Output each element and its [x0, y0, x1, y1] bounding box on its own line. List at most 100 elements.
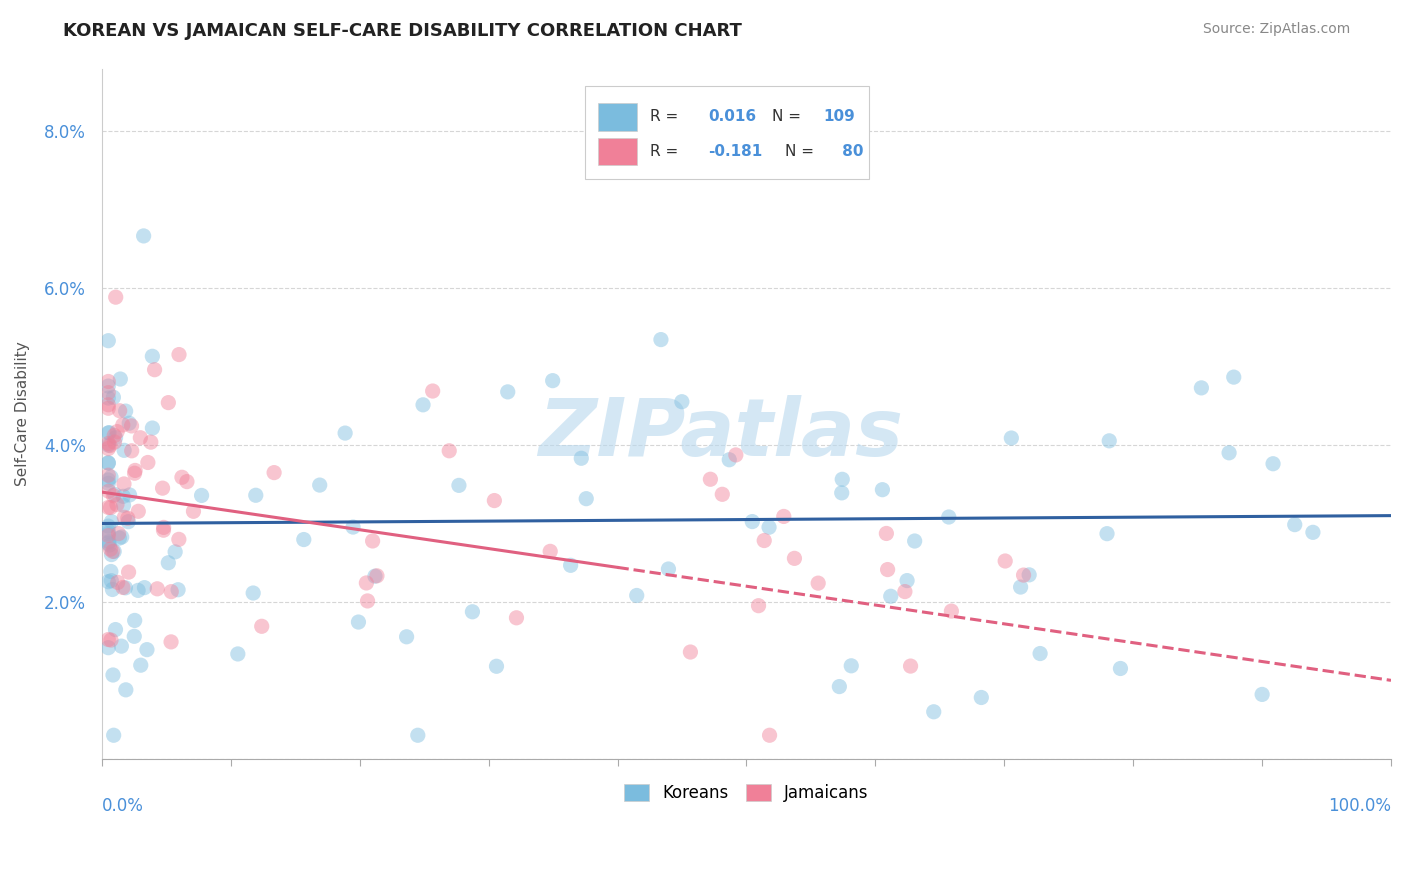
Point [114, 404, 136, 418]
Point [754, 533, 776, 548]
Point [117, 511, 139, 525]
Point [839, 658, 862, 673]
Point [711, 487, 734, 501]
FancyBboxPatch shape [598, 103, 637, 130]
Point [994, 554, 1017, 568]
Point [111, 530, 134, 544]
Point [97, 528, 120, 542]
Text: Source: ZipAtlas.com: Source: ZipAtlas.com [1202, 22, 1350, 37]
Point [101, 668, 124, 682]
Point [104, 487, 127, 501]
Point [167, 582, 190, 597]
Point [100, 565, 122, 579]
Point [136, 455, 159, 469]
Point [112, 443, 135, 458]
Point [361, 533, 384, 548]
Point [176, 475, 198, 489]
Text: 100.0%: 100.0% [1329, 797, 1391, 814]
Point [496, 384, 519, 399]
Point [569, 451, 592, 466]
Point [505, 611, 527, 625]
Point [245, 488, 267, 502]
Point [1000, 431, 1022, 445]
Point [100, 500, 122, 515]
Point [136, 642, 159, 657]
Point [97, 484, 120, 499]
Point [97, 632, 120, 647]
Point [124, 463, 146, 477]
Point [118, 488, 141, 502]
Point [747, 599, 769, 613]
Point [100, 574, 122, 588]
Point [97, 385, 120, 400]
Point [127, 504, 149, 518]
Point [134, 581, 156, 595]
Point [97, 536, 120, 550]
Point [904, 534, 927, 549]
Point [406, 728, 429, 742]
Point [447, 478, 470, 492]
Point [124, 614, 146, 628]
Text: -0.181: -0.181 [707, 144, 762, 159]
Point [741, 515, 763, 529]
Point [422, 384, 444, 398]
Point [157, 395, 180, 409]
Point [112, 510, 135, 524]
Y-axis label: Self-Care Disability: Self-Care Disability [15, 342, 30, 486]
Point [1284, 517, 1306, 532]
Point [110, 639, 132, 653]
Point [100, 633, 122, 648]
Point [758, 728, 780, 742]
Point [970, 690, 993, 705]
Point [575, 491, 598, 506]
Point [828, 680, 851, 694]
Point [121, 443, 143, 458]
FancyBboxPatch shape [585, 86, 869, 179]
Point [100, 515, 122, 529]
Point [100, 548, 122, 562]
Point [356, 576, 378, 591]
Point [127, 583, 149, 598]
Point [292, 533, 315, 547]
Point [772, 509, 794, 524]
Point [97, 524, 120, 539]
Point [395, 630, 418, 644]
Point [724, 448, 747, 462]
Point [97, 519, 120, 533]
Point [139, 435, 162, 450]
Point [157, 556, 180, 570]
Point [1095, 526, 1118, 541]
Point [242, 586, 264, 600]
Point [97, 334, 120, 348]
Point [896, 574, 918, 588]
Point [141, 349, 163, 363]
Point [1018, 567, 1040, 582]
Point [308, 478, 330, 492]
Point [1302, 525, 1324, 540]
Point [97, 456, 120, 470]
Point [111, 417, 134, 432]
Point [1029, 647, 1052, 661]
Point [111, 581, 134, 595]
Point [1189, 381, 1212, 395]
Point [1251, 687, 1274, 701]
Point [97, 391, 120, 405]
Point [484, 493, 506, 508]
Point [364, 569, 387, 583]
Point [104, 623, 127, 637]
Point [101, 582, 124, 597]
Point [98, 425, 121, 440]
Point [97, 436, 120, 450]
Text: R =: R = [650, 110, 683, 124]
Point [97, 534, 120, 549]
Point [922, 705, 945, 719]
Point [97, 398, 120, 412]
Text: ZIPatlas: ZIPatlas [538, 395, 903, 474]
Point [671, 394, 693, 409]
Point [97, 640, 120, 655]
Point [108, 531, 131, 545]
Point [114, 682, 136, 697]
Point [831, 486, 853, 500]
Point [699, 472, 721, 486]
Point [167, 348, 190, 362]
